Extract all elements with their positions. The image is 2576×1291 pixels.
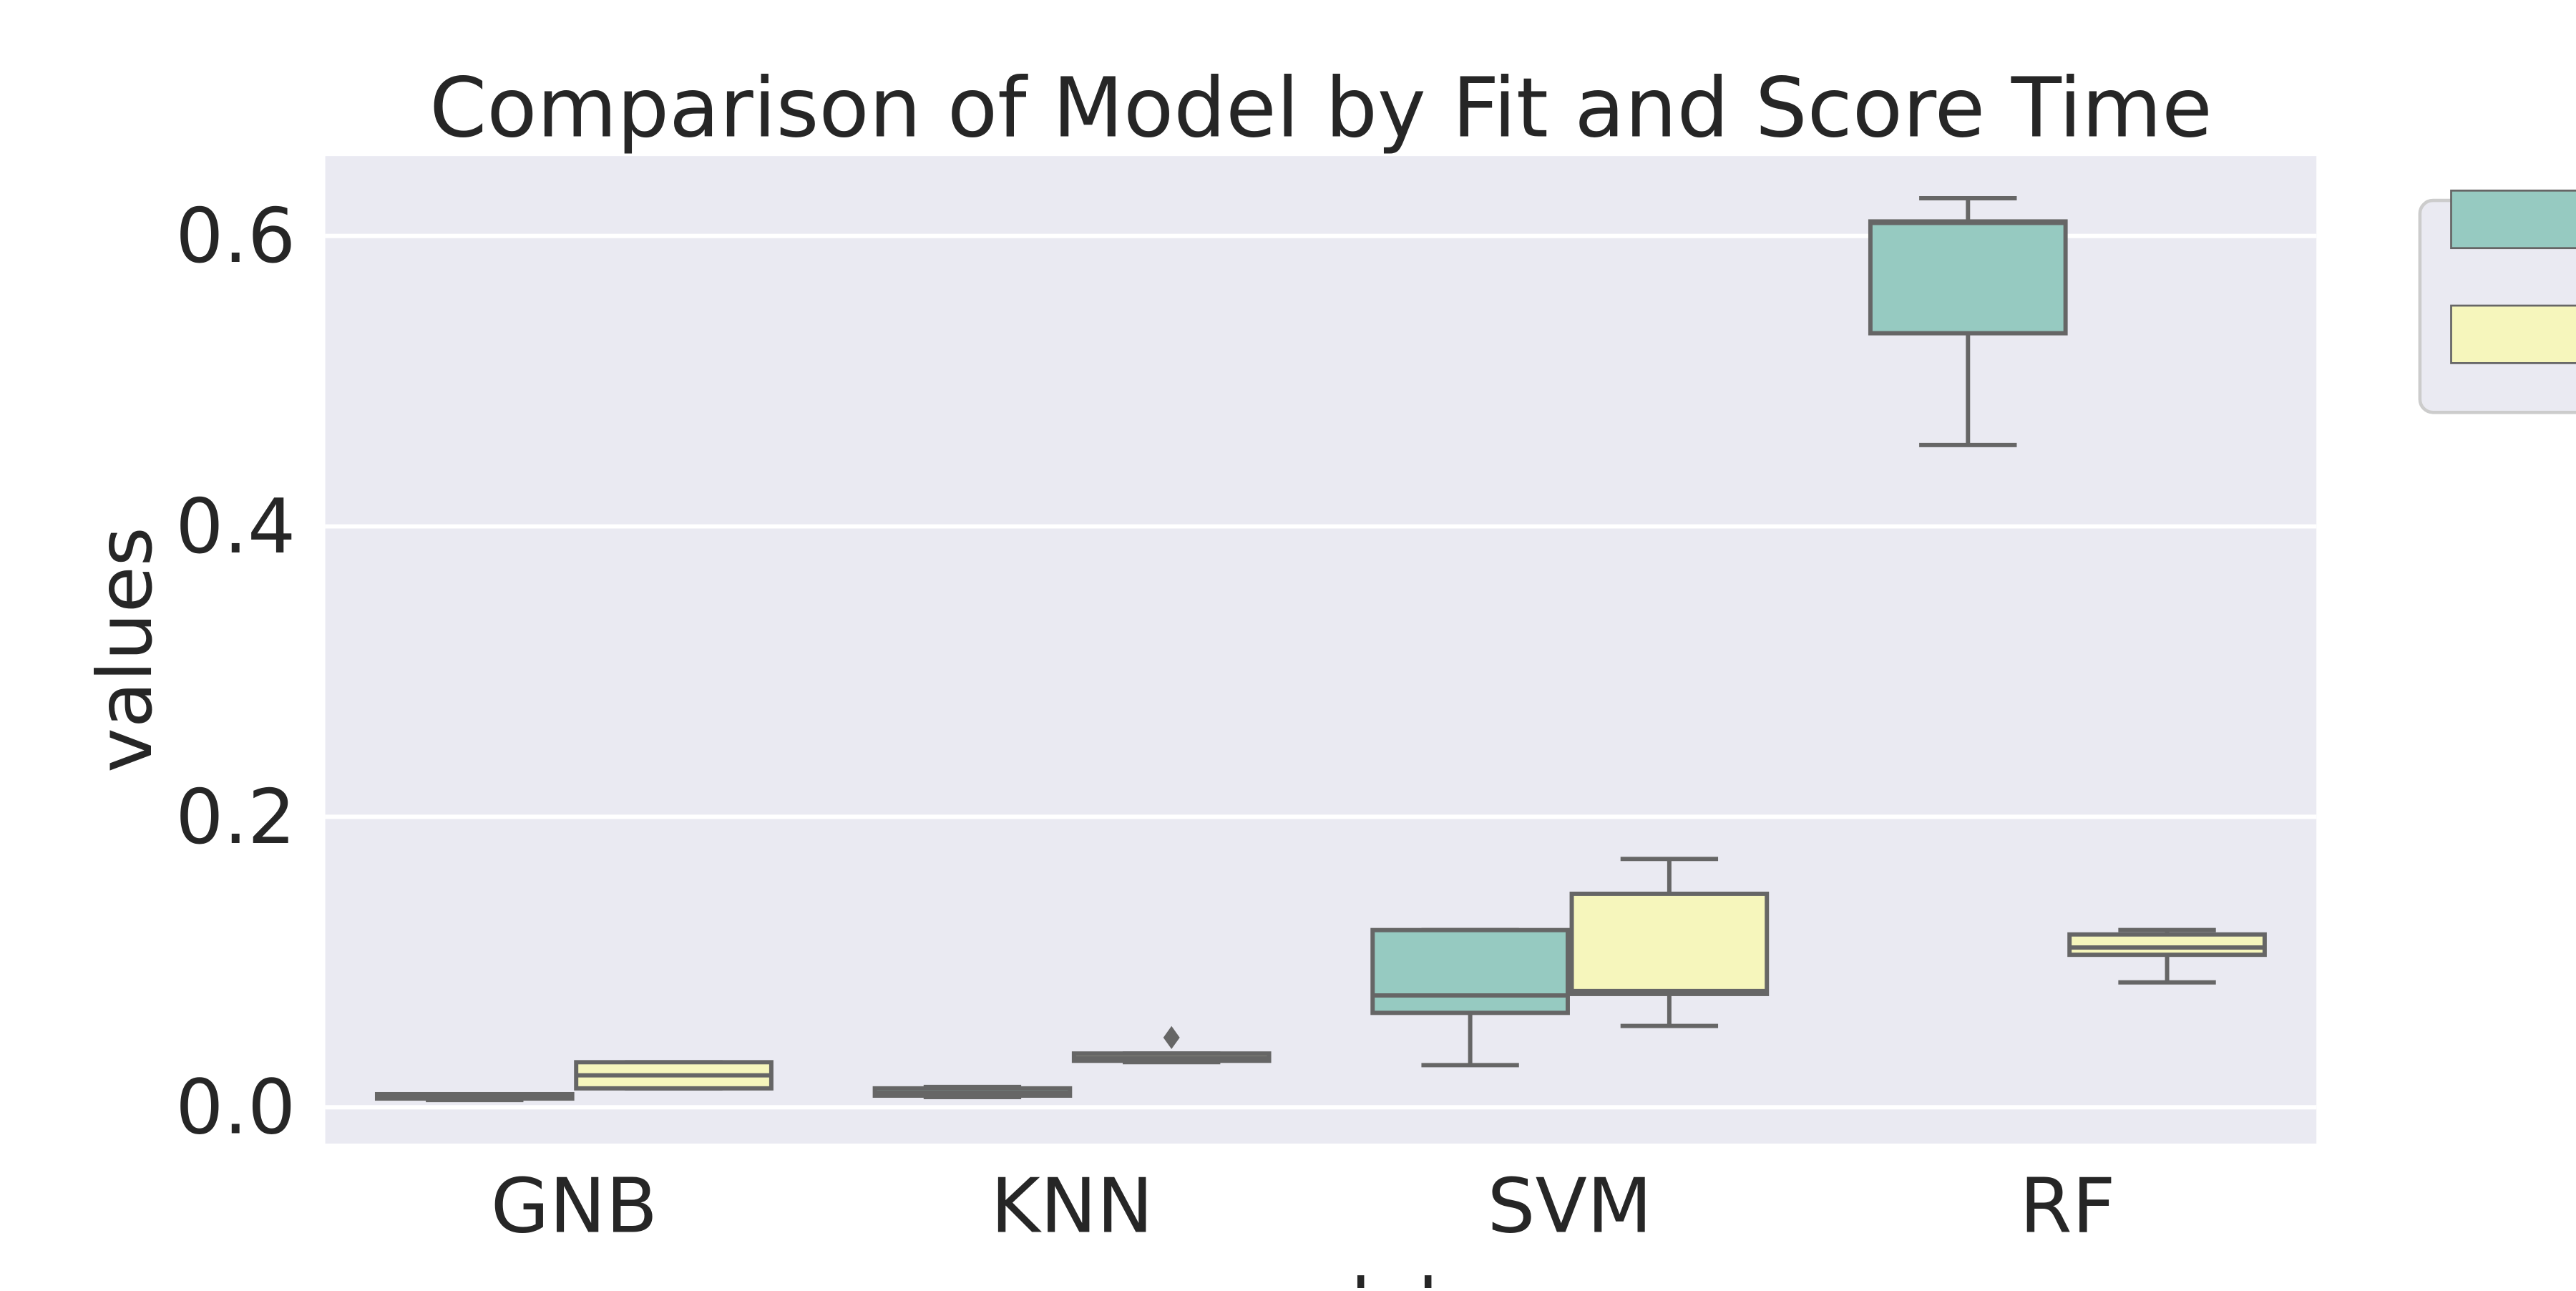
y-tick-label: 0.4 (175, 482, 296, 570)
y-tick-labels: 0.0 0.2 0.4 0.6 (175, 192, 296, 1151)
box-series-1 (574, 857, 2267, 1091)
x-axis-label: model (1203, 1262, 1438, 1288)
outlier-point (1163, 1026, 1180, 1049)
y-tick-label: 0.6 (175, 192, 296, 280)
x-tick-labels: GNB KNN SVM RF (491, 1162, 2116, 1250)
legend-swatch-1 (2450, 304, 2576, 364)
grid-lines (325, 233, 2317, 1110)
x-tick-label: RF (2019, 1162, 2115, 1250)
x-tick-label: SVM (1488, 1162, 1652, 1250)
box-svm (1569, 891, 1770, 996)
box-rf (2067, 932, 2267, 958)
box-series (374, 195, 2267, 1103)
y-tick-label: 0.0 (175, 1063, 296, 1151)
x-tick-label: KNN (990, 1162, 1153, 1250)
box-series-0 (374, 195, 2068, 1103)
box-rf (1868, 219, 2068, 336)
legend (2418, 189, 2576, 414)
y-tick-label: 0.2 (175, 773, 296, 861)
legend-items (2450, 189, 2576, 364)
legend-swatch-0 (2450, 189, 2576, 250)
x-tick-label: GNB (491, 1162, 658, 1250)
box-svm (1370, 927, 1570, 1015)
y-axis-label: values (81, 527, 169, 773)
chart-title: Comparison of Model by Fit and Score Tim… (429, 61, 2212, 157)
